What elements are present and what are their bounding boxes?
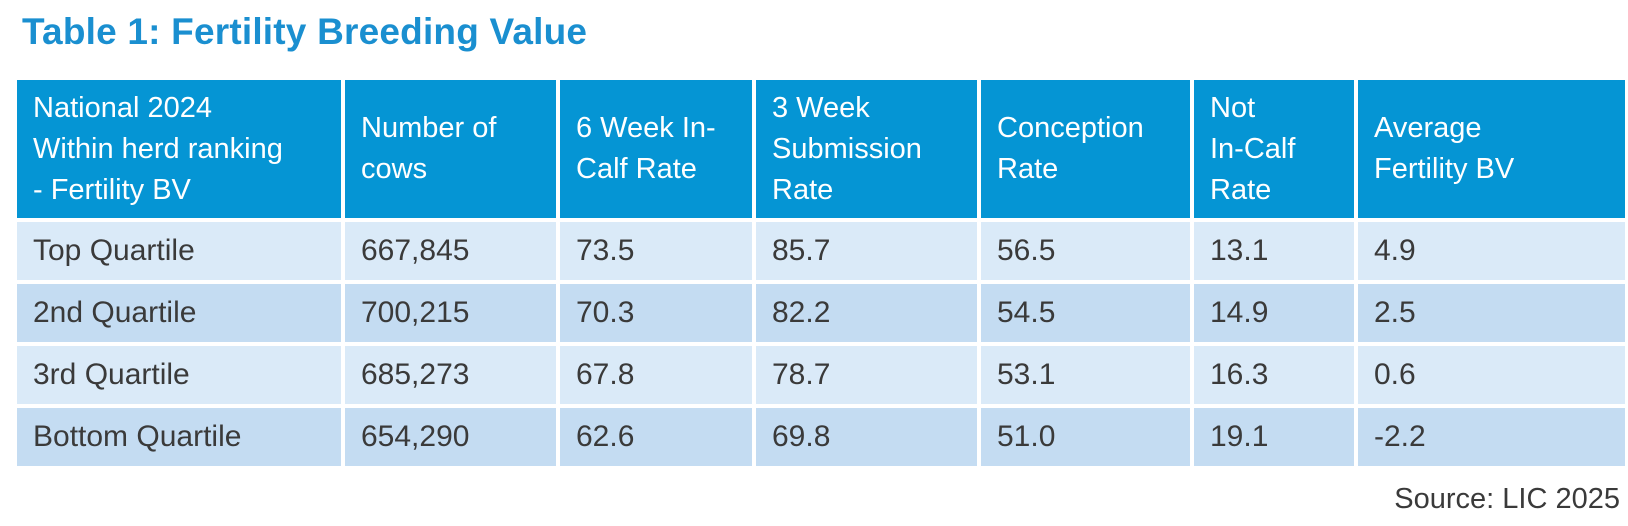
- table-cell: 4.9: [1354, 218, 1625, 284]
- table-row: Top Quartile 667,845 73.5 85.7 56.5 13.1…: [17, 218, 1625, 284]
- header-line: Rate: [997, 153, 1059, 185]
- header-line: Conception: [997, 112, 1144, 144]
- table-cell: 70.3: [556, 280, 756, 346]
- table-cell: 700,215: [341, 280, 560, 346]
- table-cell: 19.1: [1190, 404, 1358, 466]
- table-cell: 73.5: [556, 218, 756, 284]
- table-cell: 16.3: [1190, 342, 1358, 408]
- table-cell: 14.9: [1190, 280, 1358, 346]
- header-line: Rate: [772, 173, 834, 206]
- header-line: Fertility BV: [1374, 153, 1515, 185]
- header-line: 3 Week: [772, 91, 870, 124]
- table-cell: 3rd Quartile: [17, 342, 345, 408]
- header-line: cows: [361, 153, 428, 185]
- table-cell: 62.6: [556, 404, 756, 466]
- table-cell: 685,273: [341, 342, 560, 408]
- fertility-table: National 2024 Within herd ranking - Fert…: [17, 80, 1625, 466]
- header-line: Number of: [361, 112, 497, 144]
- table-cell: 53.1: [977, 342, 1194, 408]
- table-cell: 2nd Quartile: [17, 280, 345, 346]
- header-line: In-Calf: [1210, 132, 1296, 165]
- table-cell: 654,290: [341, 404, 560, 466]
- table-cell: Top Quartile: [17, 218, 345, 284]
- table-cell: 2.5: [1354, 280, 1625, 346]
- table-cell: 13.1: [1190, 218, 1358, 284]
- table-cell: 51.0: [977, 404, 1194, 466]
- header-line: Not: [1210, 91, 1256, 124]
- table-cell: 0.6: [1354, 342, 1625, 408]
- table-cell: 85.7: [752, 218, 981, 284]
- header-line: National 2024: [33, 91, 212, 124]
- header-not-in-calf-rate: Not In-Calf Rate: [1190, 80, 1358, 222]
- header-line: Calf Rate: [576, 153, 697, 185]
- header-ranking: National 2024 Within herd ranking - Fert…: [17, 80, 345, 222]
- table-row: 2nd Quartile 700,215 70.3 82.2 54.5 14.9…: [17, 280, 1625, 346]
- table-cell: 667,845: [341, 218, 560, 284]
- table-cell: 56.5: [977, 218, 1194, 284]
- table-cell: 78.7: [752, 342, 981, 408]
- table-cell: -2.2: [1354, 404, 1625, 466]
- header-line: Rate: [1210, 173, 1272, 206]
- header-row: National 2024 Within herd ranking - Fert…: [17, 80, 1625, 222]
- table-cell: 82.2: [752, 280, 981, 346]
- header-3-week-submission-rate: 3 Week Submission Rate: [752, 80, 981, 222]
- table-cell: 69.8: [752, 404, 981, 466]
- header-conception-rate: Conception Rate: [977, 80, 1194, 222]
- header-line: Within herd ranking: [33, 132, 283, 165]
- table-cell: Bottom Quartile: [17, 404, 345, 466]
- header-number-of-cows: Number of cows: [341, 80, 560, 222]
- header-line: - Fertility BV: [33, 173, 191, 206]
- source-note: Source: LIC 2025: [1394, 483, 1620, 515]
- header-line: Submission: [772, 132, 922, 165]
- table-row: Bottom Quartile 654,290 62.6 69.8 51.0 1…: [17, 404, 1625, 466]
- table-cell: 54.5: [977, 280, 1194, 346]
- table-cell: 67.8: [556, 342, 756, 408]
- header-line: Average: [1374, 112, 1482, 144]
- header-average-fertility-bv: Average Fertility BV: [1354, 80, 1625, 222]
- header-line: 6 Week In-: [576, 112, 716, 144]
- table-row: 3rd Quartile 685,273 67.8 78.7 53.1 16.3…: [17, 342, 1625, 408]
- table-title: Table 1: Fertility Breeding Value: [22, 11, 588, 52]
- header-6-week-in-calf-rate: 6 Week In- Calf Rate: [556, 80, 756, 222]
